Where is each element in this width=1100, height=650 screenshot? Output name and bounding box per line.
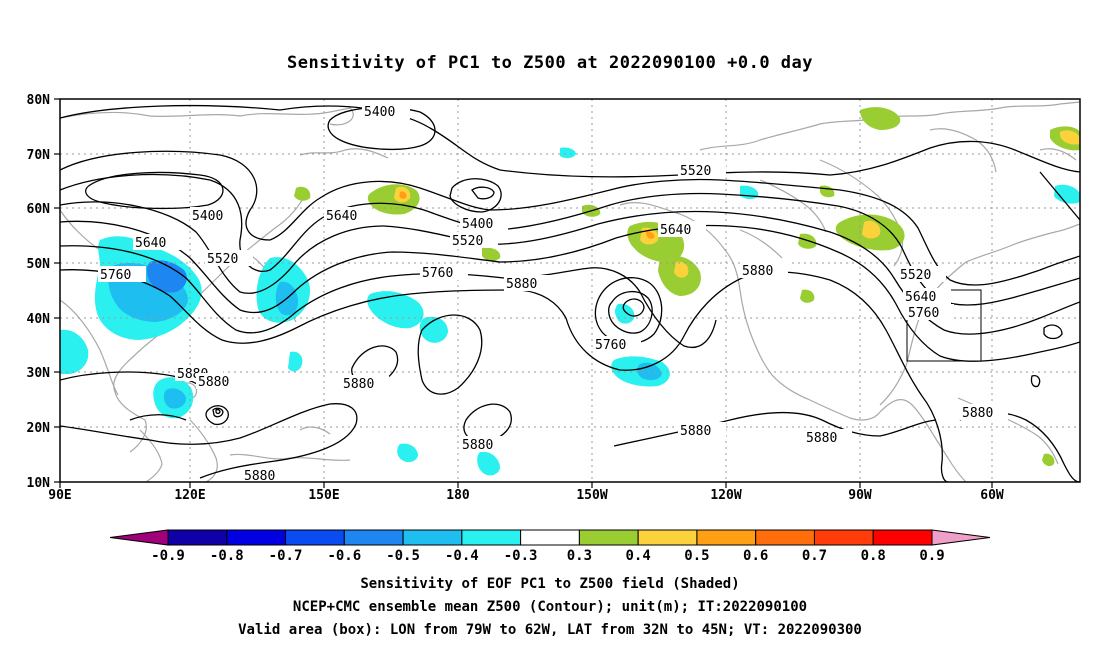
contour-label: 5880: [806, 431, 837, 446]
colorbar-swatch: [520, 529, 580, 546]
lat-tick-label: 40N: [27, 312, 51, 327]
contour-label: 5880: [506, 277, 537, 292]
lon-tick-label: 90E: [48, 488, 71, 503]
contour-label: 5400: [192, 209, 223, 224]
graticule: [60, 99, 1080, 482]
colorbar-label: 0.7: [802, 548, 827, 564]
colorbar-swatch: [226, 529, 287, 546]
map-frame: [59, 98, 1081, 483]
tick-marks: [54, 98, 993, 488]
contour-label: 5880: [962, 406, 993, 421]
contour-label: 5760: [595, 338, 626, 353]
colorbar-extend-high: [931, 529, 991, 546]
contour-label: 5760: [908, 306, 939, 321]
colorbar-label: -0.4: [445, 548, 479, 564]
colorbar-swatch: [755, 529, 815, 546]
contour-label: 5880: [343, 377, 374, 392]
colorbar-label: -0.8: [210, 548, 244, 564]
contour-label: 5640: [905, 290, 936, 305]
colorbar-swatch: [696, 529, 757, 546]
colorbar-label: 0.5: [684, 548, 709, 564]
lon-tick-label: 150W: [576, 488, 607, 503]
colorbar: -0.9 -0.8 -0.7 -0.6 -0.5 -0.4 -0.3 0.3 0.4 0.5 0.6…: [109, 529, 991, 564]
colorbar-extend-low: [109, 529, 169, 546]
colorbar-label: 0.4: [626, 548, 651, 564]
lon-tick-label: 90W: [848, 488, 872, 503]
colorbar-label: -0.5: [386, 548, 420, 564]
contour-label: 5760: [100, 268, 131, 283]
lon-tick-label: 120W: [710, 488, 741, 503]
contour-label: 5640: [660, 223, 691, 238]
contour-label: 5400: [462, 217, 493, 232]
lon-axis: 90E 120E 150E 180 150W 120W 90W 60W: [48, 488, 1004, 503]
lon-tick-label: 150E: [308, 488, 339, 503]
caption-line-2: NCEP+CMC ensemble mean Z500 (Contour); u…: [293, 599, 807, 615]
contour-label: 5640: [135, 236, 166, 251]
lat-tick-label: 60N: [27, 202, 51, 217]
lat-tick-label: 80N: [27, 93, 51, 108]
lon-tick-label: 120E: [174, 488, 205, 503]
colorbar-swatch: [813, 529, 874, 546]
contour-label: 5880: [742, 264, 773, 279]
contour-label: 5640: [326, 209, 357, 224]
contour-label: 5400: [364, 105, 395, 120]
colorbar-swatch: [578, 529, 639, 546]
colorbar-swatch: [167, 529, 228, 546]
colorbar-label: -0.9: [151, 548, 185, 564]
colorbar-label: 0.3: [567, 548, 592, 564]
lat-tick-label: 20N: [27, 421, 51, 436]
lat-tick-label: 70N: [27, 148, 51, 163]
colorbar-swatch: [285, 529, 345, 546]
caption-line-1: Sensitivity of EOF PC1 to Z500 field (Sh…: [360, 576, 739, 592]
colorbar-label: 0.9: [919, 548, 944, 564]
lat-tick-label: 10N: [27, 476, 51, 491]
colorbar-swatch: [637, 529, 698, 546]
colorbar-swatch: [461, 529, 522, 546]
lat-tick-label: 50N: [27, 257, 51, 272]
colorbar-label: -0.7: [269, 548, 303, 564]
colorbar-swatch: [872, 529, 933, 546]
lon-tick-label: 60W: [980, 488, 1004, 503]
contour-label: 5520: [900, 268, 931, 283]
caption-line-3: Valid area (box): LON from 79W to 62W, L…: [238, 622, 862, 638]
lat-axis: 80N 70N 60N 50N 40N 30N 20N 10N: [27, 93, 51, 491]
figure-title: Sensitivity of PC1 to Z500 at 2022090100…: [287, 53, 813, 73]
colorbar-label: -0.6: [327, 548, 361, 564]
lon-tick-label: 180: [446, 488, 470, 503]
colorbar-label: 0.8: [861, 548, 886, 564]
lat-tick-label: 30N: [27, 366, 51, 381]
contour-label: 5520: [207, 252, 238, 267]
contour-label: 5880: [680, 424, 711, 439]
contour-labels: 5400 5400 5400 5520 5520 5520 5520 5640 …: [98, 103, 1008, 484]
contour-label: 5520: [452, 234, 483, 249]
colorbar-label: -0.3: [504, 548, 538, 564]
contour-label: 5880: [244, 469, 275, 484]
contour-label: 5760: [422, 266, 453, 281]
contour-label: 5880: [462, 438, 493, 453]
map-area: [60, 99, 1080, 482]
colorbar-swatch: [343, 529, 404, 546]
colorbar-label: 0.6: [743, 548, 768, 564]
colorbar-swatch: [402, 529, 463, 546]
contour-label: 5880: [198, 375, 229, 390]
contour-label: 5520: [680, 164, 711, 179]
